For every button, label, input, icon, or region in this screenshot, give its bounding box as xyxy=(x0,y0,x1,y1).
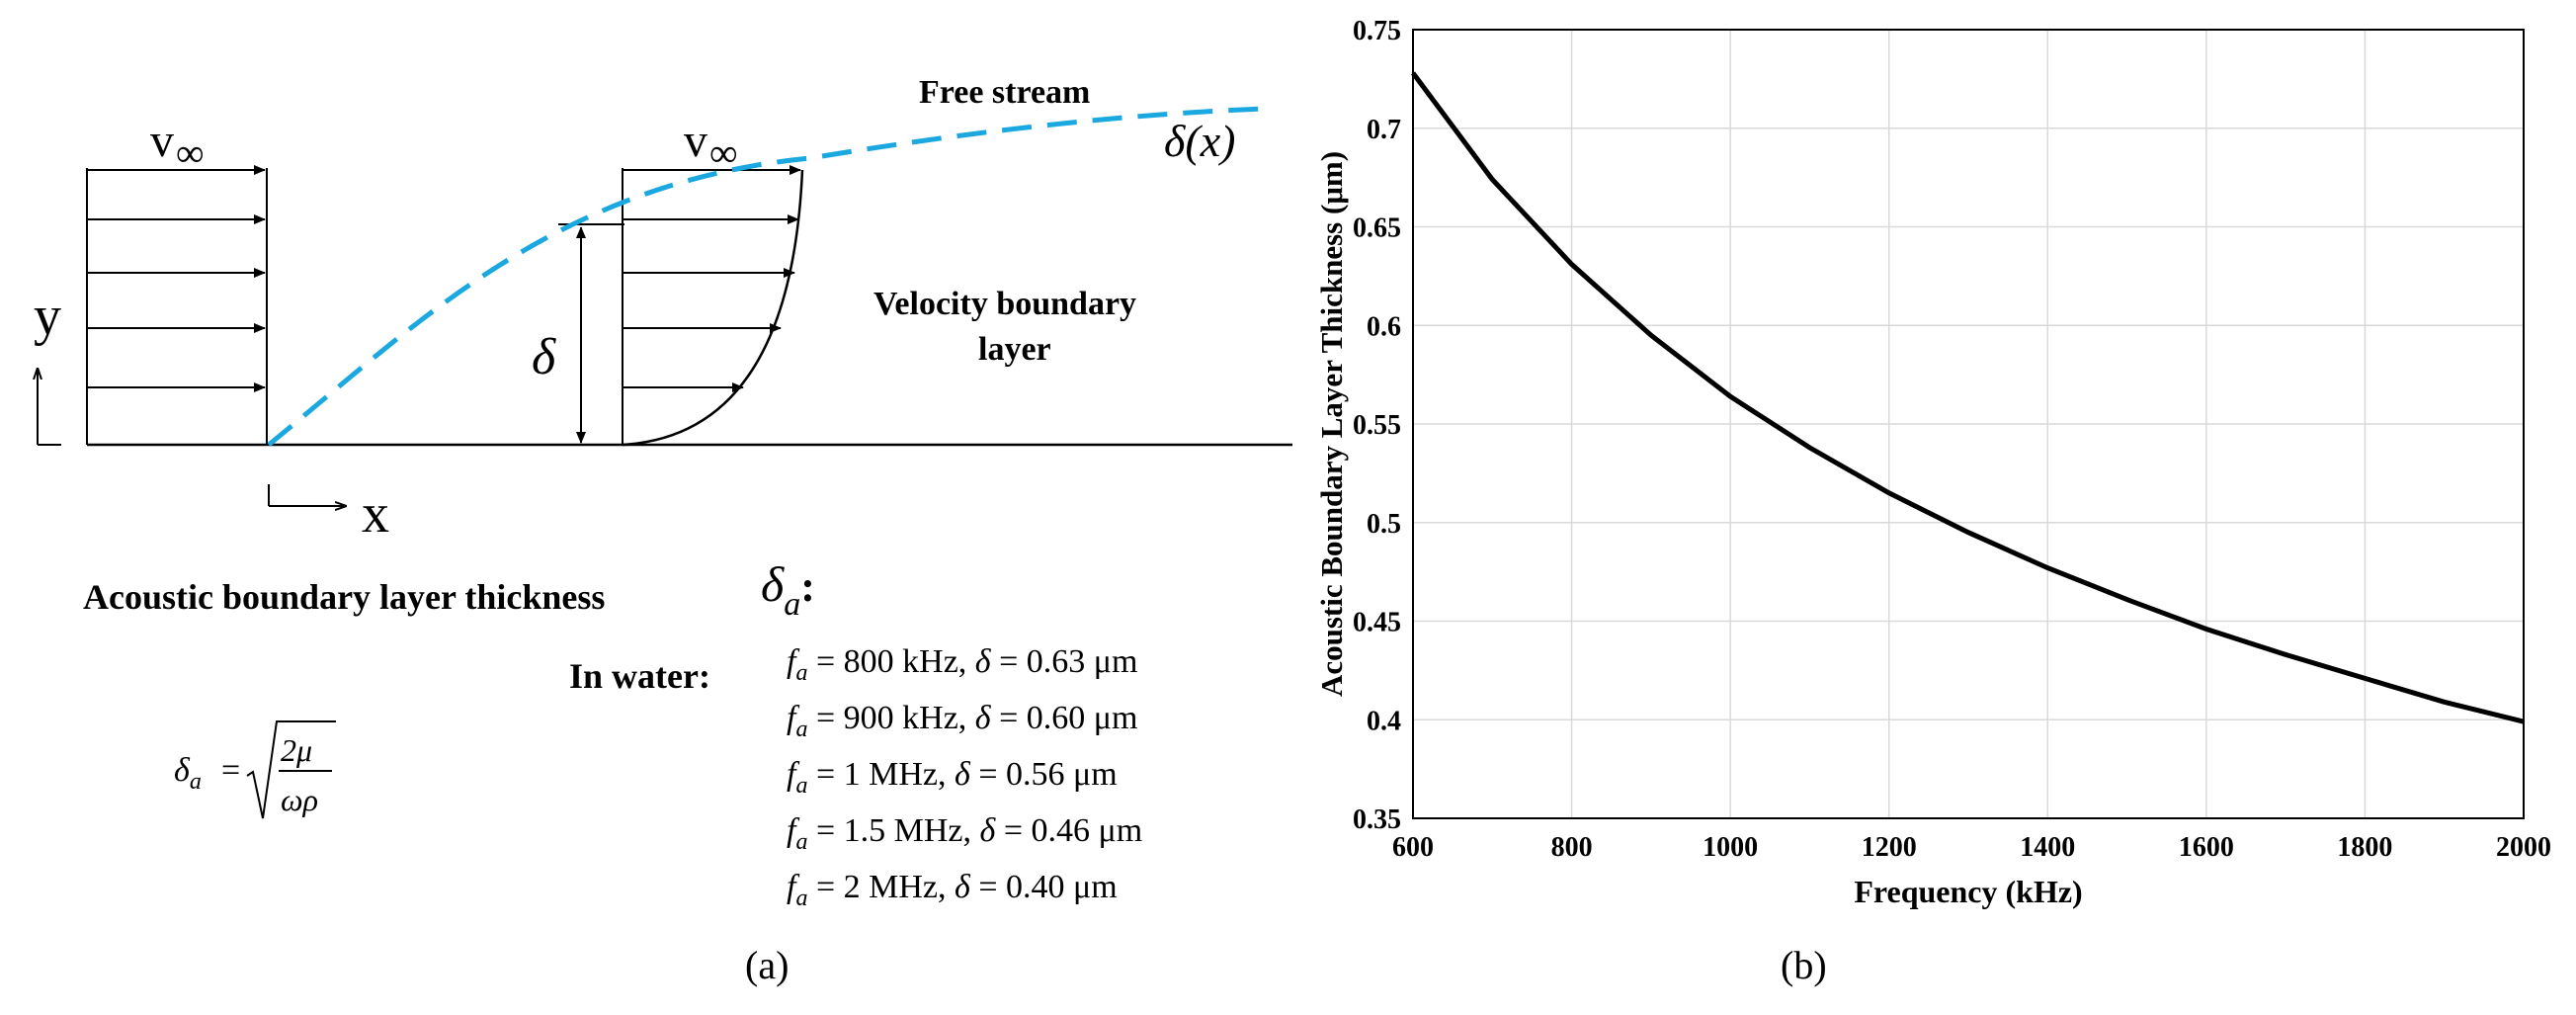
y-axis-title: Acoustic Boundary Layer Thickness (μm) xyxy=(1314,151,1349,697)
case-frequency: 1.5 MHz xyxy=(844,812,963,849)
water-case-row: fa = 1 MHz, δ = 0.56 μm xyxy=(787,756,1118,799)
y-tick-label: 0.45 xyxy=(1353,608,1401,638)
acoustic-heading: Acoustic boundary layer thickness xyxy=(83,577,605,617)
x-axis-label: x xyxy=(362,483,389,545)
inflow-profile: v∞ xyxy=(86,115,268,445)
delta-x-label: δ(x) xyxy=(1164,116,1235,166)
y-axis-label: y xyxy=(34,286,61,347)
x-tick-label: 1400 xyxy=(2020,832,2075,863)
x-tick-label: 1000 xyxy=(1703,832,1758,863)
case-thickness: 0.56 μm xyxy=(1006,756,1118,793)
y-tick-label: 0.35 xyxy=(1353,804,1401,835)
v-inf-label-right: v∞ xyxy=(684,115,738,175)
y-tick-label: 0.5 xyxy=(1367,509,1401,540)
velocity-layer-label-line1: Velocity boundary xyxy=(873,286,1136,322)
y-tick-label: 0.75 xyxy=(1353,16,1401,46)
case-frequency: 800 kHz xyxy=(844,643,958,680)
x-tick-label: 1200 xyxy=(1862,832,1917,863)
case-frequency: 900 kHz xyxy=(844,700,958,736)
formula-denominator: ωρ xyxy=(281,782,318,817)
y-tick-label: 0.6 xyxy=(1367,311,1401,342)
formula-numerator: 2μ xyxy=(281,732,312,768)
formula-equals: = xyxy=(221,752,240,789)
x-tick-label: 2000 xyxy=(2496,832,2551,863)
velocity-profile-curve xyxy=(622,169,804,447)
water-case-row: fa = 2 MHz, δ = 0.40 μm xyxy=(787,869,1118,911)
chart-gridlines xyxy=(1412,29,2525,819)
acoustic-symbol: δa: xyxy=(761,556,815,623)
case-frequency: 2 MHz xyxy=(844,869,938,905)
boundary-layer-edge xyxy=(267,106,1266,447)
series-line xyxy=(1410,71,2525,724)
panel-b-chart: 600 800 1000 1200 1400 1600 1800 2000 0.350.40.… xyxy=(1314,16,2551,987)
panel-a: y x v∞ v xyxy=(34,74,1292,987)
free-stream-label: Free stream xyxy=(919,74,1090,111)
y-tick-label: 0.65 xyxy=(1353,213,1401,244)
panel-b-caption: (b) xyxy=(1781,943,1827,987)
case-thickness: 0.60 μm xyxy=(1027,700,1138,736)
case-thickness: 0.40 μm xyxy=(1006,869,1118,905)
y-tick-label: 0.7 xyxy=(1367,115,1401,145)
y-tick-label: 0.4 xyxy=(1367,706,1401,736)
x-tick-labels: 600 800 1000 1200 1400 1600 1800 2000 xyxy=(1392,832,2551,863)
in-water-label: In water: xyxy=(569,656,710,696)
plot-frame xyxy=(1412,29,2525,819)
x-tick-label: 1600 xyxy=(2179,832,2234,863)
v-inf-label-left: v∞ xyxy=(150,115,205,175)
delta-label: δ xyxy=(532,329,556,385)
formula-radical xyxy=(246,720,336,819)
formula-lhs: δa xyxy=(174,752,202,795)
velocity-layer-label-line2: layer xyxy=(978,331,1051,368)
developed-profile: v∞ δ xyxy=(532,115,804,447)
y-tick-labels: 0.35 0.4 0.45 0.5 0.55 0.6 0.65 0.7 0.75 xyxy=(1353,16,1401,835)
water-case-row: fa = 800 kHz, δ = 0.63 μm xyxy=(787,643,1137,686)
case-thickness: 0.46 μm xyxy=(1032,812,1143,849)
y-tick-label: 0.55 xyxy=(1353,410,1401,441)
panel-a-caption: (a) xyxy=(745,943,789,987)
water-case-row: fa = 900 kHz, δ = 0.60 μm xyxy=(787,700,1137,742)
x-tick-label: 600 xyxy=(1392,832,1434,863)
case-frequency: 1 MHz xyxy=(844,756,938,793)
x-tick-label: 1800 xyxy=(2337,832,2392,863)
water-case-row: fa = 1.5 MHz, δ = 0.46 μm xyxy=(787,812,1142,855)
x-axis-title: Frequency (kHz) xyxy=(1854,874,2082,909)
water-cases-list: fa = 800 kHz, δ = 0.63 μm fa = 900 kHz, δ… xyxy=(787,643,1142,911)
case-thickness: 0.63 μm xyxy=(1027,643,1138,680)
acoustic-formula: δa = 2μ ωρ xyxy=(174,720,336,819)
x-tick-label: 800 xyxy=(1551,832,1593,863)
